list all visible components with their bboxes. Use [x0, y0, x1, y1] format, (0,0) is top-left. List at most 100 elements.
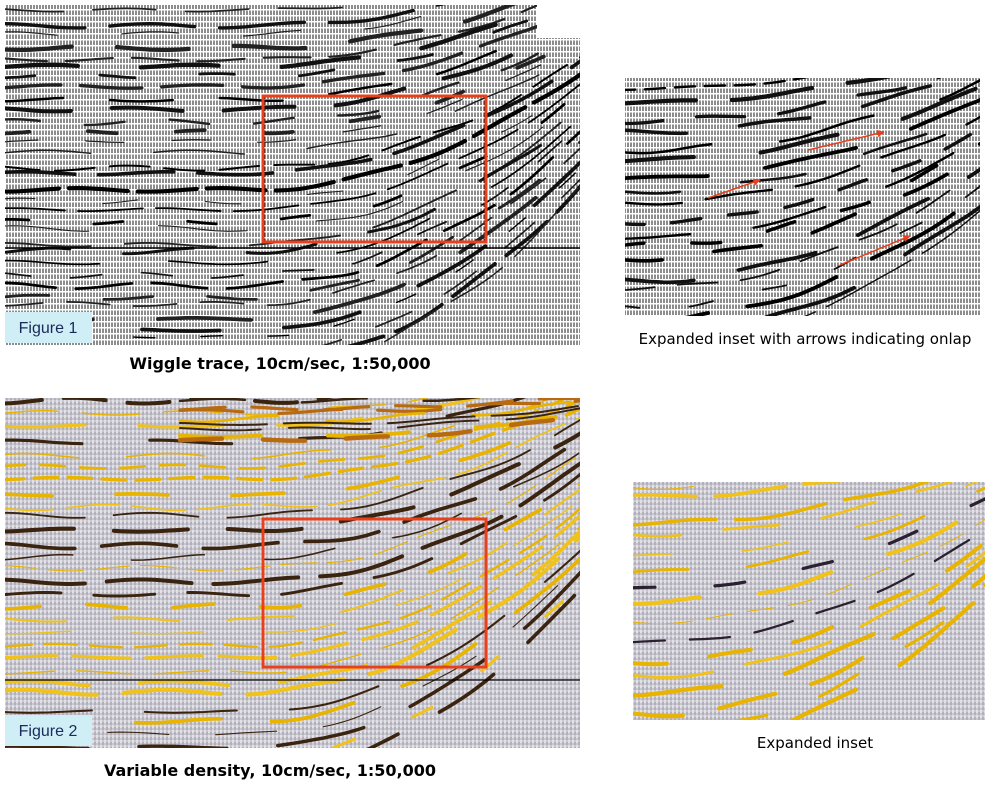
- reflector: [625, 115, 980, 206]
- reflector: [5, 118, 580, 279]
- figure-caption: Wiggle trace, 10cm/sec, 1:50,000: [129, 354, 430, 373]
- reflector: [5, 146, 580, 323]
- reflector: [5, 406, 580, 498]
- reflector: [5, 20, 580, 127]
- figure-label-box: [5, 312, 92, 343]
- reflector: [633, 518, 985, 625]
- reflector: [5, 453, 580, 572]
- reflector: [788, 590, 985, 720]
- reflector: [5, 398, 580, 482]
- reflector: [5, 110, 580, 266]
- figure-label: Figure 2: [19, 723, 78, 740]
- onlap-arrow: [807, 129, 885, 151]
- reflector: [179, 407, 580, 432]
- reflector: [803, 209, 980, 316]
- reflector: [625, 84, 980, 164]
- reflector: [178, 404, 580, 427]
- reflector: [625, 78, 942, 126]
- reflector: [5, 499, 580, 635]
- section-bg: [5, 398, 580, 748]
- reflector: [5, 177, 580, 345]
- reflector: [5, 488, 580, 623]
- reflector: [633, 482, 731, 490]
- reflector: [5, 451, 580, 561]
- inset-caption: Expanded inset with arrows indicating on…: [639, 330, 972, 348]
- reflector: [5, 533, 580, 697]
- reflector: [625, 141, 980, 247]
- reflector: [633, 486, 985, 574]
- reflector: [5, 66, 580, 194]
- reflector: [5, 83, 580, 226]
- reflector: [5, 418, 580, 519]
- reflector: [5, 416, 580, 512]
- reflector: [5, 123, 580, 290]
- reflector: [327, 581, 580, 748]
- reflector: [5, 398, 335, 406]
- reflector: [178, 400, 580, 424]
- reflector: [5, 570, 580, 748]
- reflector: [5, 175, 580, 345]
- reflector: [5, 153, 580, 333]
- reflector: [625, 168, 980, 291]
- reflector: [625, 78, 809, 92]
- reflector: [625, 136, 980, 240]
- onlap-arrow: [839, 235, 911, 266]
- reflector: [633, 497, 985, 590]
- reflector: [178, 399, 580, 416]
- reflector: [633, 556, 985, 698]
- reflector: [633, 482, 954, 538]
- reflector: [5, 431, 580, 534]
- reflector: [732, 582, 985, 720]
- reflector: [625, 167, 980, 285]
- reflector: [5, 42, 580, 156]
- inset-caption: Expanded inset: [757, 734, 873, 752]
- reflector: [633, 539, 985, 667]
- reflector: [5, 398, 482, 429]
- reflector: [625, 98, 980, 181]
- reflector: [5, 5, 580, 13]
- reflector: [625, 78, 892, 106]
- reflector: [5, 77, 580, 212]
- reflector: [5, 5, 580, 90]
- reflector: [633, 502, 985, 607]
- reflector: [625, 78, 969, 136]
- reflector: [5, 549, 580, 714]
- wiggle-section: [5, 5, 580, 345]
- reflector: [5, 556, 580, 725]
- reflector: [625, 78, 980, 155]
- onlap-arrow: [707, 178, 761, 199]
- reflector: [5, 11, 580, 103]
- reflector: [5, 139, 580, 307]
- reflector: [5, 5, 580, 63]
- reflector: [5, 507, 580, 649]
- reflector: [633, 482, 931, 527]
- inset-box: [261, 94, 488, 244]
- reflector: [625, 107, 980, 195]
- reflector: [5, 30, 580, 136]
- reflector: [5, 472, 580, 598]
- reflector: [5, 36, 580, 144]
- reflector: [5, 398, 553, 460]
- reflector: [5, 5, 580, 71]
- reflector: [625, 149, 980, 263]
- density-section: [5, 398, 580, 748]
- reflector: [5, 5, 580, 53]
- reflector: [5, 461, 580, 586]
- figure-label: Figure 1: [19, 320, 78, 337]
- reflector: [633, 550, 985, 679]
- reflector: [5, 14, 580, 114]
- reflector: [5, 513, 580, 660]
- reflector: [5, 398, 527, 446]
- reflector: [684, 189, 980, 316]
- reflector: [5, 104, 580, 256]
- density-inset: [633, 482, 985, 720]
- reflector: [5, 88, 580, 232]
- reflector: [615, 28, 993, 73]
- reflector: [763, 204, 980, 316]
- inset-box: [261, 517, 488, 669]
- reflector: [625, 126, 980, 227]
- reflector: [5, 5, 580, 30]
- reflector: [5, 482, 580, 611]
- reflector: [5, 528, 580, 688]
